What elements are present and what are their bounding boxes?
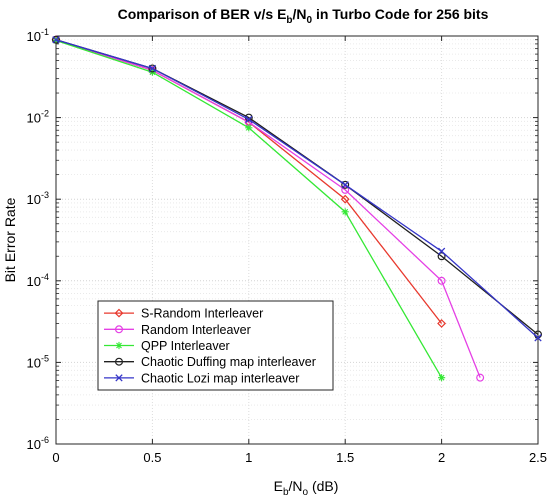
y-tick-label: 10-4 [27,272,49,289]
data-point [437,319,447,328]
data-point [341,185,350,194]
x-axis-label: Eb/No (dB) [274,478,339,498]
data-point [51,35,60,44]
legend-box [97,300,334,391]
chart-title: Comparison of BER v/s Eb/N0 in Turbo Cod… [118,6,489,26]
data-point [341,181,349,189]
y-tick-label: 10-3 [27,190,49,207]
legend: S-Random Interleaver Random Interleaver QP… [97,300,334,391]
y-tick-label: 10-6 [27,435,49,452]
x-tick-label: 1.5 [336,450,354,465]
data-point [437,276,446,285]
series-line [55,39,481,378]
series-line [55,39,539,335]
x-tick-label: 1 [245,450,252,465]
legend-item: QPP Interleaver [104,339,230,353]
legend-label: QPP Interleaver [141,339,230,353]
y-tick-label: 10-1 [27,27,49,44]
data-point [437,247,446,255]
x-tick-label: 0.5 [143,450,161,465]
data-point [148,64,157,73]
data-point [340,194,350,204]
plot-area [55,35,539,445]
y-tick-label: 10-5 [27,353,49,370]
data-point [341,208,349,216]
data-point [341,180,350,189]
legend-item: Random Interleaver [104,323,251,337]
data-point [245,115,253,124]
legend-label: S-Random Interleaver [141,307,263,321]
legend-marker [115,341,123,350]
legend-item: Chaotic Duffing map interleaver [104,355,316,369]
y-axis-label: Bit Error Rate [2,197,18,282]
y-tick-label: 10-2 [27,109,49,126]
legend-marker [114,357,123,366]
series-line [55,39,539,339]
legend-marker [114,308,124,318]
data-point [476,373,485,382]
legend-label: Chaotic Duffing map interleaver [141,355,316,369]
data-point [148,64,157,73]
legend-item: S-Random Interleaver [104,307,263,321]
series-4 [51,35,542,339]
data-point [534,334,542,342]
series-group [51,35,542,382]
x-tick-label: 2 [438,450,445,465]
legend-label: Chaotic Lozi map interleaver [141,371,299,385]
legend-marker [115,374,123,382]
series-5 [52,36,542,342]
x-tick-label: 2.5 [529,450,547,465]
legend-label: Random Interleaver [141,323,251,337]
data-point [245,124,253,132]
x-tick-label: 0 [52,450,59,465]
data-point [52,36,60,44]
data-point [437,252,446,261]
legend-item: Chaotic Lozi map interleaver [104,371,299,385]
axis-ticks: 0 0.5 1 1.5 2 2.5 10-6 10-5 10-4 10-3 10-2 10-1 [27,27,548,465]
legend-marker [114,325,123,334]
data-point [438,374,446,382]
